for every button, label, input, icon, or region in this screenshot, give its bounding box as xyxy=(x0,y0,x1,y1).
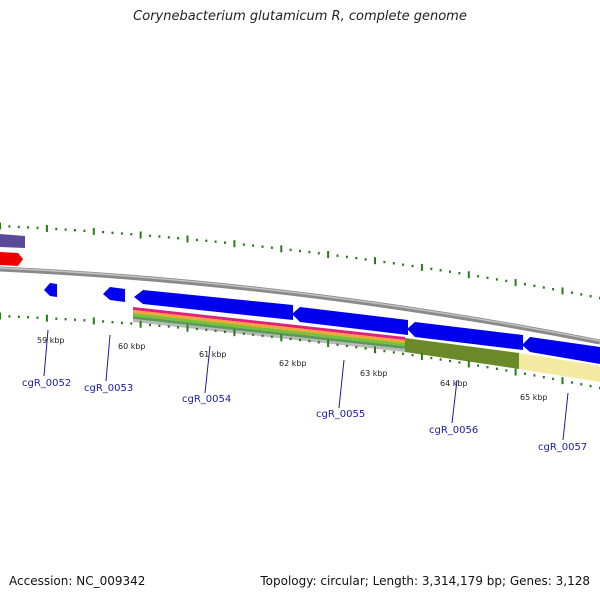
lower-tick-track xyxy=(0,312,600,390)
olive-feature[interactable] xyxy=(405,338,519,369)
gene-label-cgR_0052[interactable]: cgR_0052 xyxy=(22,378,71,389)
upper-tick-track xyxy=(0,222,600,300)
accession-text: Accession: NC_009342 xyxy=(9,574,146,588)
kbp-label: 59 kbp xyxy=(37,336,65,345)
cds-arrow-cgR_0055[interactable] xyxy=(292,307,408,335)
gene-label-cgR_0055[interactable]: cgR_0055 xyxy=(316,409,365,420)
kbp-label: 64 kbp xyxy=(440,379,468,388)
kbp-label: 62 kbp xyxy=(279,359,307,368)
cds-arrow-cgR_0052[interactable] xyxy=(44,283,57,297)
red-feature[interactable] xyxy=(0,252,23,266)
cds-arrow-cgR_0053[interactable] xyxy=(103,287,125,302)
kbp-label: 60 kbp xyxy=(118,342,146,351)
gene-label-cgR_0057[interactable]: cgR_0057 xyxy=(538,442,587,453)
genome-backbone xyxy=(0,266,600,345)
kbp-label: 65 kbp xyxy=(520,393,548,402)
cds-arrow-cgR_0054[interactable] xyxy=(134,290,293,320)
kbp-label: 61 kbp xyxy=(199,350,227,359)
cds-arrow-cgR_0057[interactable] xyxy=(522,337,600,364)
genome-summary-text: Topology: circular; Length: 3,314,179 bp… xyxy=(260,574,590,588)
kbp-label: 63 kbp xyxy=(360,369,388,378)
cds-arrow-cgR_0056[interactable] xyxy=(407,322,523,350)
purple-feature[interactable] xyxy=(0,234,25,248)
gene-leader-lines xyxy=(43,329,569,441)
map-title: Corynebacterium glutamicum R, complete g… xyxy=(133,9,467,24)
gene-label-cgR_0054[interactable]: cgR_0054 xyxy=(182,394,231,405)
gene-label-cgR_0056[interactable]: cgR_0056 xyxy=(429,425,478,436)
gene-label-cgR_0053[interactable]: cgR_0053 xyxy=(84,383,133,394)
pale-feature[interactable] xyxy=(519,353,600,382)
